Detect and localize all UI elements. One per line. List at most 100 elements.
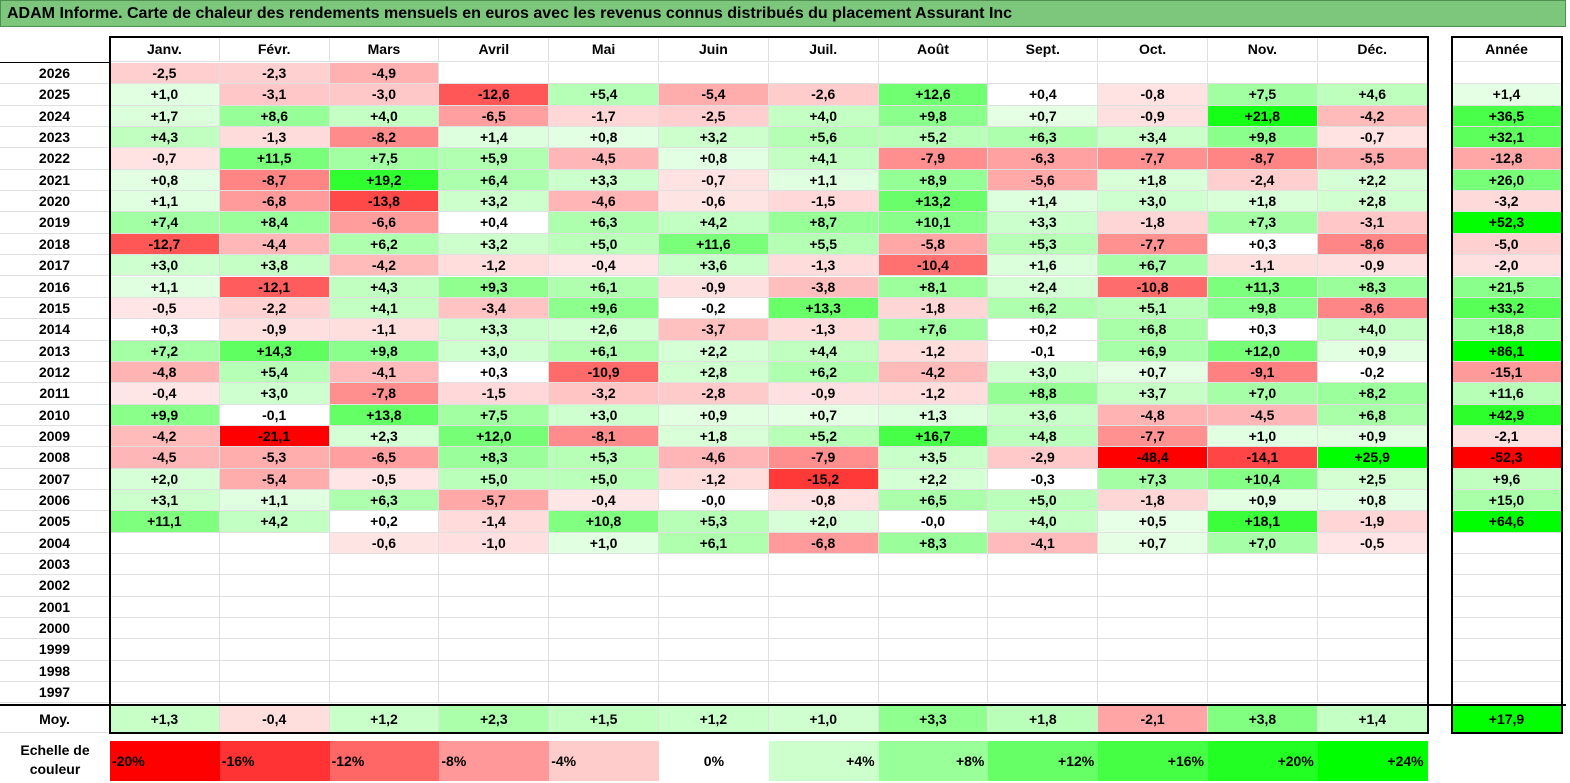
heatmap-cell [1208, 63, 1318, 85]
heatmap-cell [329, 554, 440, 576]
heatmap-cell [1098, 554, 1208, 576]
heatmap-cell [988, 682, 1099, 704]
heatmap-cell: -0,2 [659, 297, 769, 320]
heatmap-cell: -6,8 [768, 532, 879, 555]
heatmap-cell: +0,8 [659, 148, 769, 170]
year-label: 2006 [0, 490, 110, 512]
heatmap-cell: +8,3 [1317, 276, 1428, 298]
heatmap-cell [988, 575, 1099, 597]
annual-cell: +33,2 [1452, 297, 1562, 320]
heatmap-cell: -0,9 [219, 319, 330, 341]
heatmap-cell: +1,8 [659, 425, 769, 448]
annual-cell: -52,3 [1452, 447, 1562, 469]
annual-cell: +1,4 [1452, 84, 1562, 106]
heatmap-cell: -2,8 [659, 383, 769, 405]
year-label: 2022 [0, 148, 110, 170]
heatmap-cell: +6,2 [329, 233, 440, 256]
heatmap-cell: +6,1 [549, 340, 659, 362]
heatmap-cell: +1,1 [110, 191, 220, 213]
heatmap-cell [1317, 660, 1428, 683]
heatmap-cell: -7,8 [329, 383, 440, 405]
heatmap-cell: -0,1 [219, 404, 330, 426]
year-label: 2019 [0, 212, 110, 234]
annual-cell [1452, 554, 1562, 576]
heatmap-cell: -1,1 [1208, 255, 1318, 277]
heatmap-cell [659, 618, 769, 640]
heatmap-cell: -4,1 [329, 361, 440, 384]
heatmap-cell: +14,3 [219, 340, 330, 362]
heatmap-cell [329, 682, 440, 704]
color-scale-step: +12% [988, 741, 1099, 781]
heatmap-cell: -3,8 [768, 276, 879, 298]
heatmap-cell [549, 554, 659, 576]
heatmap-cell: -5,8 [878, 233, 989, 256]
heatmap-cell: +11,6 [659, 233, 769, 256]
heatmap-cell: -1,3 [768, 255, 879, 277]
heatmap-cell: -4,1 [988, 532, 1099, 555]
heatmap-cell [1098, 63, 1208, 85]
heatmap-cell [878, 618, 989, 640]
heatmap-cell [439, 639, 550, 661]
heatmap-cell: +1,3 [878, 404, 989, 426]
heatmap-cell: -1,2 [878, 340, 989, 362]
annual-cell [1452, 660, 1562, 683]
heatmap-cell [439, 554, 550, 576]
heatmap-cell: -6,5 [329, 447, 440, 469]
heatmap-cell: -0,7 [110, 148, 220, 170]
heatmap-cell: -14,1 [1208, 447, 1318, 469]
heatmap-cell [768, 682, 879, 704]
heatmap-cell: +12,0 [439, 425, 550, 448]
heatmap-cell: +9,8 [878, 105, 989, 128]
heatmap-cell [768, 639, 879, 661]
year-label: 2016 [0, 276, 110, 298]
heatmap-cell [659, 639, 769, 661]
heatmap-cell: +4,3 [329, 276, 440, 298]
heatmap-cell: +7,6 [878, 319, 989, 341]
heatmap-cell: -1,0 [439, 532, 550, 555]
heatmap-cell: +6,5 [878, 490, 989, 512]
heatmap-cell: +5,9 [439, 148, 550, 170]
heatmap-cell: -1,7 [549, 105, 659, 128]
heatmap-cell: +3,6 [659, 255, 769, 277]
heatmap-cell [988, 596, 1099, 619]
month-header: Janv. [110, 37, 220, 62]
heatmap-cell: -1,4 [439, 511, 550, 533]
heatmap-cell [110, 639, 220, 661]
heatmap-cell: +13,2 [878, 191, 989, 213]
heatmap-cell: +0,7 [1098, 361, 1208, 384]
year-label: 2013 [0, 340, 110, 362]
color-scale-step: -8% [439, 741, 550, 781]
average-cell: +1,2 [659, 706, 769, 733]
chart-title: ADAM Informe. Carte de chaleur des rende… [0, 0, 1566, 27]
average-cell: +3,8 [1208, 706, 1318, 733]
average-label: Moy. [0, 706, 110, 733]
annual-cell: +52,3 [1452, 212, 1562, 234]
heatmap-cell: +12,0 [1208, 340, 1318, 362]
heatmap-cell: -0,5 [110, 297, 220, 320]
heatmap-cell: +0,9 [1208, 490, 1318, 512]
heatmap-cell: +3,3 [988, 212, 1099, 234]
heatmap-cell: -5,4 [659, 84, 769, 106]
heatmap-cell [439, 660, 550, 683]
heatmap-cell: +8,9 [878, 169, 989, 192]
color-scale-step: 0% [659, 741, 769, 781]
heatmap-cell: +0,9 [1317, 425, 1428, 448]
month-header: Févr. [219, 37, 330, 62]
heatmap-cell: +0,4 [439, 212, 550, 234]
heatmap-cell: -1,8 [1098, 212, 1208, 234]
heatmap-cell [878, 575, 989, 597]
average-cell: +1,2 [329, 706, 440, 733]
heatmap-cell: -48,4 [1098, 447, 1208, 469]
heatmap-cell: -1,3 [219, 127, 330, 149]
heatmap-cell: +0,8 [110, 169, 220, 192]
heatmap-cell: -0,7 [1317, 127, 1428, 149]
heatmap-cell: +5,3 [659, 511, 769, 533]
heatmap-cell: -8,6 [1317, 297, 1428, 320]
heatmap-cell: +8,3 [439, 447, 550, 469]
heatmap-cell: -0,5 [1317, 532, 1428, 555]
year-label: 2018 [0, 233, 110, 256]
heatmap-cell: +2,2 [659, 340, 769, 362]
heatmap-cell: -5,4 [219, 468, 330, 490]
heatmap-cell: +7,5 [439, 404, 550, 426]
heatmap-cell [768, 660, 879, 683]
